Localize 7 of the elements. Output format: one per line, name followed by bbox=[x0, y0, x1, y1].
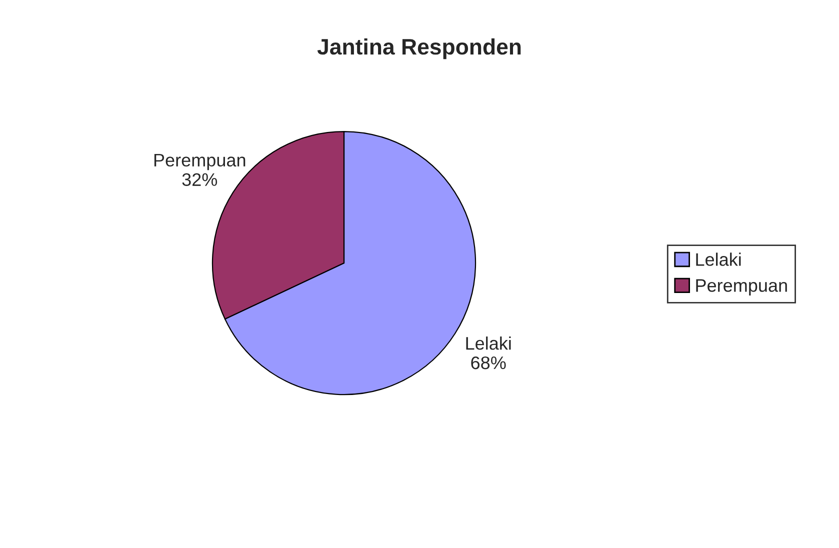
slice-label: Lelaki bbox=[466, 336, 511, 350]
chart-title: Jantina Responden bbox=[317, 38, 521, 60]
data-label: 68% bbox=[471, 356, 506, 370]
legend-label: Lelaki bbox=[696, 252, 741, 266]
slice-label: Perempuan bbox=[154, 154, 246, 170]
legend-label: Perempuan bbox=[696, 279, 787, 296]
data-label: 32% bbox=[182, 173, 218, 186]
